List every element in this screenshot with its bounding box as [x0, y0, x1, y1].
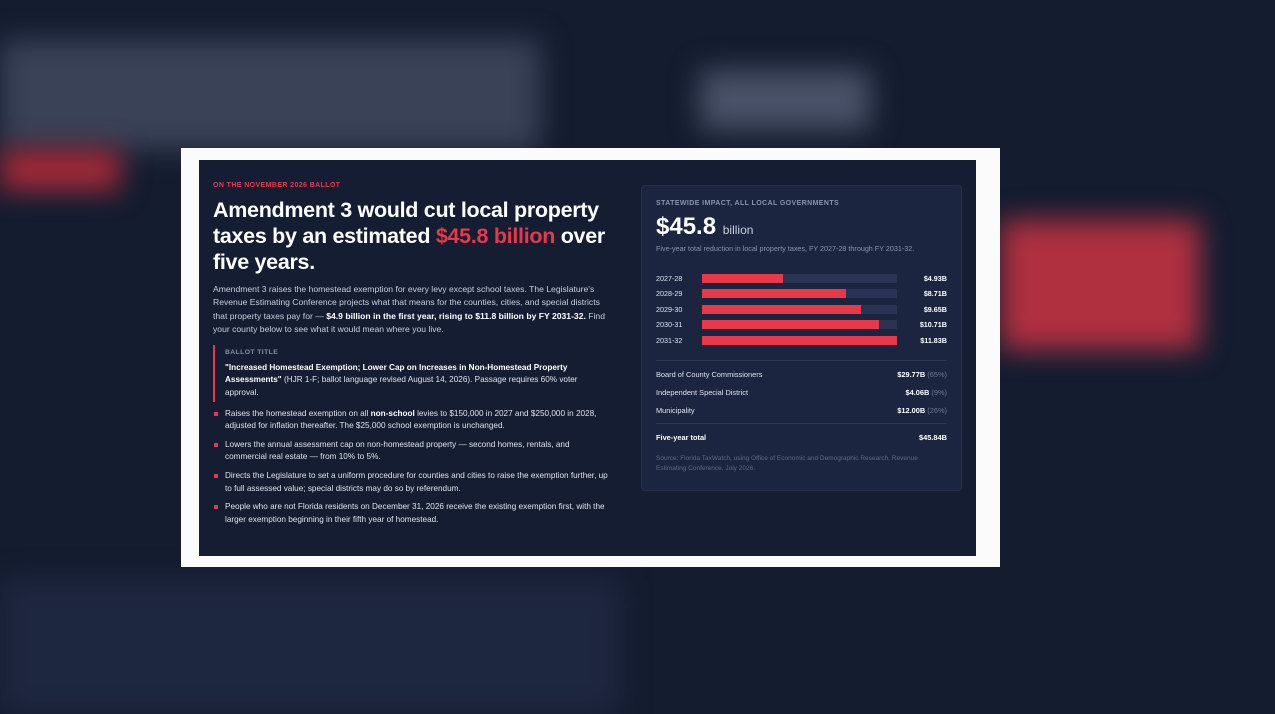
breakdown-row: Independent Special District $4.06B (9%) [656, 383, 947, 401]
bar-row: 2028-29 $8.71B [656, 286, 947, 302]
bar [702, 289, 846, 299]
intro-text: Find your county below to see what it wo… [213, 310, 605, 334]
card: ON THE NOVEMBER 2026 BALLOT Amendment 3 … [199, 160, 976, 556]
bullet-text: levies to $150,000 in 2027 and $250,000 … [225, 408, 597, 431]
kicker: ON THE NOVEMBER 2026 BALLOT [213, 182, 341, 189]
bar-track [702, 320, 897, 330]
breakdown-amount: $29.77B [897, 369, 926, 379]
headline-text: over five years. [213, 224, 605, 274]
breakdown-amount: $12.00B [897, 405, 926, 415]
impact-label: STATEWIDE IMPACT, ALL LOCAL GOVERNMENTS [656, 200, 840, 207]
background-blur [0, 40, 540, 150]
total-name: Five-year total [656, 432, 707, 442]
breakdown-amount-group: $12.00B (26%) [897, 406, 947, 415]
card-frame: ON THE NOVEMBER 2026 BALLOT Amendment 3 … [181, 148, 1000, 567]
bar-track [702, 304, 897, 314]
breakdown: Board of County Commissioners $29.77B (65… [656, 365, 947, 446]
intro-text: Amendment 3 raises the homestead exempti… [213, 284, 600, 321]
breakdown-amount-group: $29.77B (65%) [897, 370, 947, 379]
bar-row: 2029-30 $9.65B [656, 302, 947, 318]
breakdown-share: (65%) [927, 369, 947, 379]
bar-category: 2030-31 [656, 320, 683, 330]
bar-value-label: $9.65B [923, 304, 947, 314]
ballot-title-label: BALLOT TITLE [225, 349, 279, 357]
bullet-text: Raises the homestead exemption on all [225, 408, 369, 418]
left-column: ON THE NOVEMBER 2026 BALLOT Amendment 3 … [213, 182, 611, 526]
headline-text: Amendment 3 would cut local property tax… [213, 198, 599, 248]
total-row: Five-year total $45.84B [656, 423, 947, 446]
bar [702, 320, 879, 330]
headline: Amendment 3 would cut local property tax… [213, 197, 611, 275]
bar-value-label: $4.93B [923, 273, 947, 283]
bar-value-label: $8.71B [923, 289, 947, 299]
impact-panel: STATEWIDE IMPACT, ALL LOCAL GOVERNMENTS … [641, 185, 962, 491]
headline-highlight: $45.8 billion [435, 224, 556, 248]
bullet: People who are not Florida residents on … [213, 501, 611, 526]
bullet-text: People who are not Florida residents on … [225, 502, 605, 524]
breakdown-amount-group: $4.06B (9%) [905, 388, 947, 397]
bar-track [702, 273, 897, 283]
bullet-bold: non-school [370, 408, 415, 418]
background-blur [700, 70, 870, 130]
source: Source: Florida TaxWatch, using Office o… [656, 455, 918, 472]
ballot-title-text: (HJR 1-F; ballot language revised August… [225, 375, 578, 397]
breakdown-amount: $4.06B [905, 387, 930, 397]
bar-track [702, 335, 897, 345]
bar [702, 335, 897, 345]
bar-row: 2027-28 $4.93B [656, 271, 947, 287]
background-blur [0, 150, 120, 190]
bar-value-label: $11.83B [920, 335, 947, 345]
intro: Amendment 3 raises the homestead exempti… [213, 283, 611, 336]
background-blur [1000, 220, 1200, 350]
ballot-title: BALLOT TITLE "Increased Homestead Exempt… [213, 345, 611, 402]
bar-row: 2030-31 $10.71B [656, 317, 947, 333]
bar-category: 2029-30 [656, 304, 683, 314]
breakdown-name: Board of County Commissioners [656, 369, 763, 379]
total-amount: $45.84B [919, 432, 947, 442]
breakdown-row: Board of County Commissioners $29.77B (65… [656, 365, 947, 383]
impact-total-value: $45.8 [656, 213, 717, 240]
bar [702, 273, 784, 283]
bar-category: 2031-32 [656, 335, 683, 345]
bar-row: 2031-32 $11.83B [656, 333, 947, 349]
intro-bold: $4.9 billion in the first year, rising t… [326, 310, 586, 321]
breakdown-share: (26%) [927, 405, 947, 415]
breakdown-name: Independent Special District [656, 387, 749, 397]
bar-track [702, 289, 897, 299]
bullet-text: Lowers the annual assessment cap on non-… [225, 439, 570, 462]
bullet: Lowers the annual assessment cap on non-… [213, 439, 611, 464]
impact-note: Five-year total reduction in local prope… [656, 244, 915, 253]
breakdown-row: Municipality $12.00B (26%) [656, 401, 947, 419]
impact-unit: billion [722, 223, 754, 237]
ballot-title-quote: "Increased Homestead Exemption; Lower Ca… [225, 362, 568, 385]
breakdown-name: Municipality [656, 405, 695, 415]
bar-category: 2028-29 [656, 289, 683, 299]
bullet: Raises the homestead exemption on all no… [213, 408, 611, 433]
background-blur [0, 580, 620, 714]
bar [702, 304, 862, 314]
impact-total: $45.8 billion [656, 213, 947, 241]
bullet-list: Raises the homestead exemption on all no… [213, 408, 611, 527]
bar-value-label: $10.71B [919, 320, 947, 330]
bar-chart: 2027-28 $4.93B 2028-29 $8.71B 2029-30 $9.65B 2… [656, 271, 947, 349]
separator [656, 360, 947, 361]
breakdown-share: (9%) [931, 387, 947, 397]
bullet-text: Directs the Legislature to set a uniform… [225, 470, 608, 493]
bullet: Directs the Legislature to set a uniform… [213, 470, 611, 495]
bar-category: 2027-28 [656, 273, 683, 283]
